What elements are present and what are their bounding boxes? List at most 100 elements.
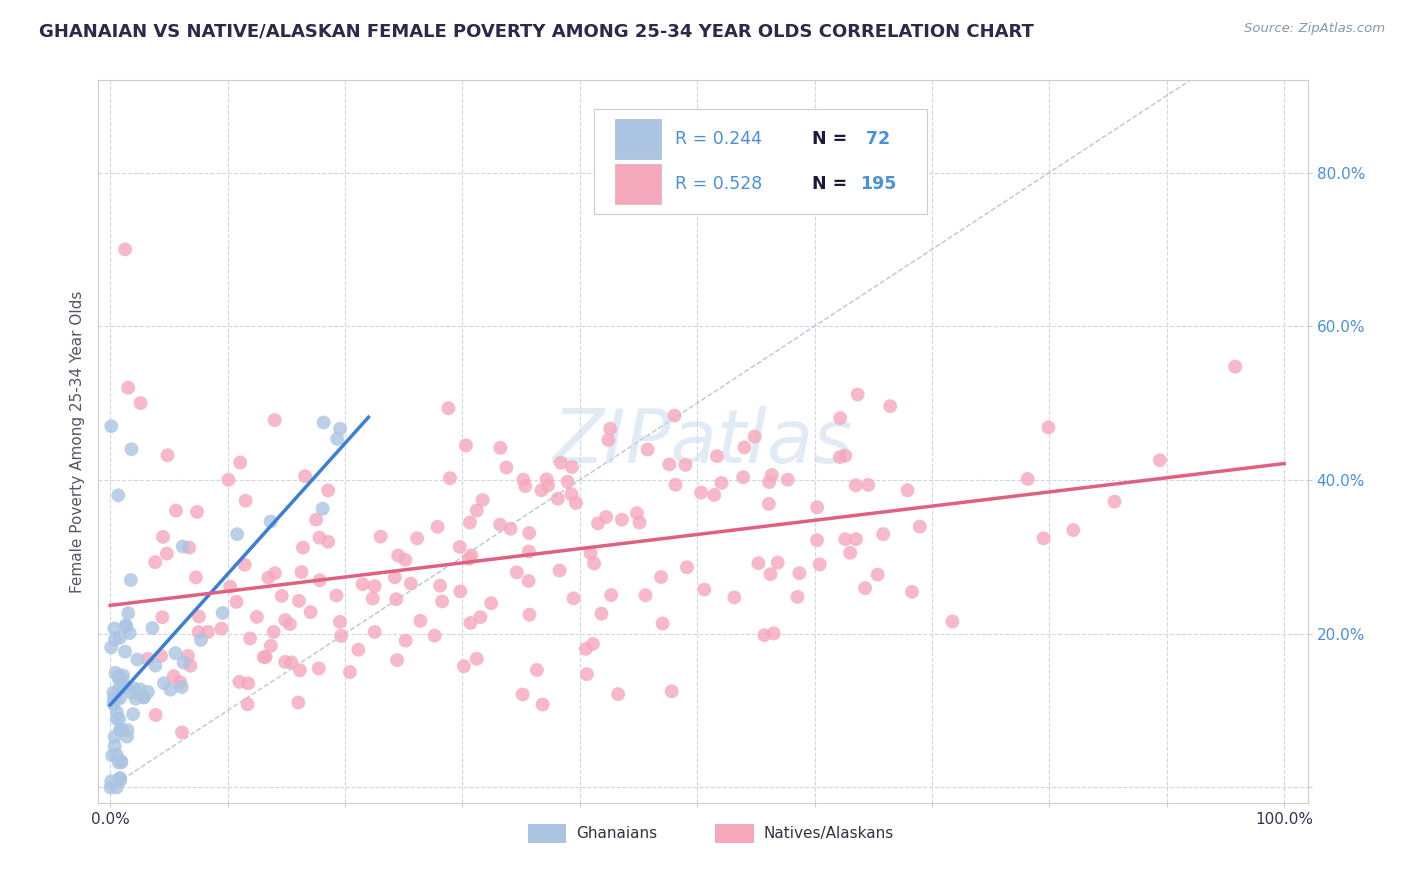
- Point: [278, 617, 301, 632]
- Point: [600, 588, 623, 602]
- Point: [834, 449, 856, 463]
- Point: [526, 663, 548, 677]
- Point: [550, 456, 572, 470]
- Point: [762, 626, 785, 640]
- Point: [1017, 472, 1039, 486]
- Point: [839, 546, 862, 560]
- Point: [595, 510, 617, 524]
- Point: [789, 566, 811, 581]
- Point: [260, 639, 283, 653]
- Point: [561, 460, 583, 475]
- Point: [495, 460, 517, 475]
- Point: [110, 754, 132, 768]
- Point: [103, 697, 125, 711]
- Point: [184, 570, 207, 584]
- Point: [845, 478, 868, 492]
- Point: [219, 580, 242, 594]
- Point: [1038, 420, 1060, 434]
- Point: [122, 707, 145, 722]
- Point: [104, 739, 127, 753]
- Point: [565, 496, 588, 510]
- Point: [274, 655, 297, 669]
- Point: [312, 416, 335, 430]
- Point: [499, 522, 522, 536]
- Point: [858, 478, 880, 492]
- Point: [105, 712, 128, 726]
- Point: [479, 596, 502, 610]
- Point: [316, 534, 339, 549]
- Point: [169, 675, 191, 690]
- Point: [385, 653, 408, 667]
- Point: [100, 774, 122, 789]
- Point: [439, 471, 461, 485]
- Point: [634, 588, 657, 602]
- Text: Natives/Alaskans: Natives/Alaskans: [763, 826, 894, 841]
- Point: [676, 560, 699, 574]
- Point: [363, 624, 385, 639]
- Point: [361, 591, 384, 606]
- Point: [766, 556, 789, 570]
- Point: [209, 622, 232, 636]
- Point: [117, 723, 139, 737]
- Point: [515, 479, 537, 493]
- Point: [583, 557, 606, 571]
- Point: [228, 674, 250, 689]
- Text: 195: 195: [860, 175, 897, 193]
- Point: [105, 747, 128, 762]
- Point: [703, 488, 725, 502]
- Point: [370, 530, 392, 544]
- Point: [270, 589, 292, 603]
- Point: [449, 540, 471, 554]
- Point: [1062, 523, 1084, 537]
- Point: [145, 708, 167, 723]
- Point: [114, 680, 136, 694]
- Point: [120, 573, 142, 587]
- Point: [325, 589, 347, 603]
- Point: [637, 442, 659, 457]
- Point: [465, 503, 488, 517]
- Point: [236, 698, 259, 712]
- Point: [105, 780, 128, 795]
- Point: [384, 570, 406, 584]
- Point: [163, 669, 186, 683]
- Point: [190, 632, 212, 647]
- Point: [264, 566, 287, 581]
- Point: [661, 684, 683, 698]
- Point: [710, 475, 733, 490]
- Point: [409, 614, 432, 628]
- Point: [229, 456, 252, 470]
- Point: [233, 558, 256, 572]
- Point: [112, 668, 135, 682]
- Point: [1032, 531, 1054, 545]
- Point: [329, 615, 352, 629]
- Point: [460, 549, 482, 563]
- Point: [651, 616, 673, 631]
- Point: [586, 516, 609, 531]
- Point: [599, 422, 621, 436]
- Point: [104, 632, 127, 647]
- Text: ZIPatlas: ZIPatlas: [553, 406, 853, 477]
- Point: [531, 698, 554, 712]
- Point: [329, 422, 352, 436]
- Point: [628, 516, 651, 530]
- Point: [733, 441, 755, 455]
- Point: [111, 723, 134, 738]
- Point: [339, 665, 361, 679]
- Point: [761, 467, 783, 482]
- Point: [575, 667, 598, 681]
- Point: [758, 497, 780, 511]
- Point: [156, 547, 179, 561]
- Point: [776, 473, 799, 487]
- Point: [103, 622, 125, 636]
- Point: [159, 682, 181, 697]
- Point: [290, 565, 312, 579]
- Point: [186, 505, 208, 519]
- Point: [506, 566, 529, 580]
- Point: [693, 582, 716, 597]
- Point: [853, 581, 876, 595]
- Point: [127, 652, 149, 666]
- Point: [562, 591, 585, 606]
- FancyBboxPatch shape: [595, 109, 927, 214]
- Point: [132, 690, 155, 705]
- Point: [901, 584, 924, 599]
